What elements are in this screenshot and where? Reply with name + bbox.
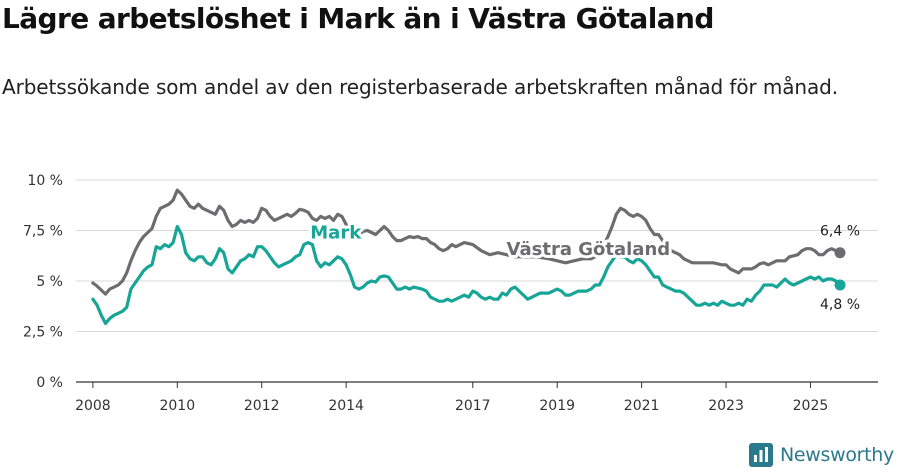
series-label-vastra-gotaland: Västra Götaland [507,239,671,260]
y-tick-label: 0 % [36,375,63,391]
end-label-mark: 4,8 % [820,297,860,313]
series-label-mark-halo: Mark [310,223,362,244]
chart-subtitle: Arbetssökande som andel av den registerb… [2,75,838,99]
line-mark [91,224,842,325]
x-tick-label: 2010 [159,398,195,414]
end-point-marker [834,247,846,259]
series-label-mark: Mark [310,223,362,244]
series-lines [91,188,846,325]
y-axis: 0 % 2,5 % 5 % 7,5 % 10 % [23,173,63,391]
y-tick-label: 7,5 % [23,224,63,240]
x-tick-label: 2025 [793,398,829,414]
brand-name: Newsworthy [779,444,894,466]
end-label-vastra-gotaland: 6,4 % [820,224,860,240]
y-tick-label: 5 % [36,274,63,290]
page-title: Lägre arbetslöshet i Mark än i Västra Gö… [2,2,714,35]
x-tick-label: 2019 [539,398,575,414]
y-tick-label: 10 % [27,173,63,189]
x-tick-label: 2014 [328,398,364,414]
x-tick-label: 2021 [624,398,660,414]
gridlines [76,179,878,383]
x-tick-label: 2008 [75,398,111,414]
end-point-marker [834,279,846,291]
brand[interactable]: Newsworthy [748,442,894,468]
x-tick-label: 2012 [244,398,280,414]
newsworthy-logo-icon [748,443,773,467]
x-tick-label: 2017 [455,398,491,414]
y-tick-label: 2,5 % [23,325,63,341]
x-axis: 2008 2010 2012 2014 2017 2019 2021 2023 2025 [75,382,828,414]
x-tick-label: 2023 [708,398,744,414]
series-label-vastra-gotaland-halo: Västra Götaland [507,239,671,260]
line-vastra-gotaland [91,188,842,296]
